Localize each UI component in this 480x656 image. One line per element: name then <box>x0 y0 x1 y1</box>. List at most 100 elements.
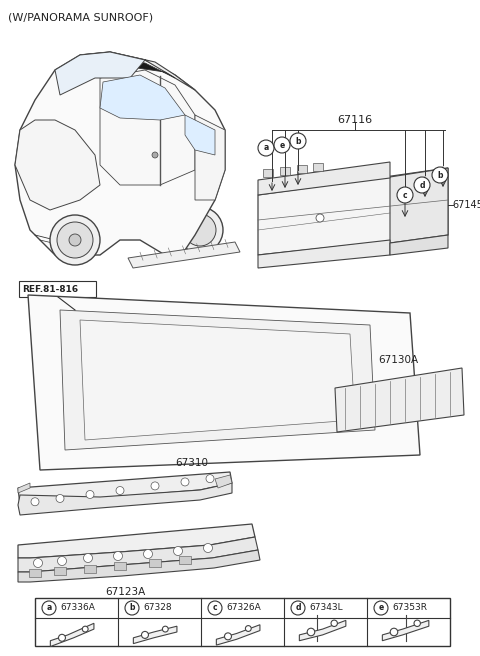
Polygon shape <box>263 169 273 177</box>
Text: e: e <box>378 604 384 613</box>
Polygon shape <box>258 168 448 255</box>
FancyBboxPatch shape <box>19 281 96 297</box>
Circle shape <box>225 633 231 640</box>
Circle shape <box>173 546 182 556</box>
Circle shape <box>56 495 64 502</box>
Circle shape <box>258 140 274 156</box>
Circle shape <box>331 620 337 626</box>
Polygon shape <box>258 162 390 195</box>
Circle shape <box>245 626 251 632</box>
Circle shape <box>208 601 222 615</box>
Text: 67336A: 67336A <box>60 604 95 613</box>
Circle shape <box>59 634 65 642</box>
Text: 67310: 67310 <box>175 458 208 468</box>
Circle shape <box>82 626 88 632</box>
Circle shape <box>204 544 213 552</box>
Polygon shape <box>15 120 100 210</box>
Polygon shape <box>18 537 258 572</box>
Circle shape <box>31 498 39 506</box>
Polygon shape <box>215 475 232 488</box>
Polygon shape <box>216 625 260 645</box>
Bar <box>35 598 450 646</box>
Circle shape <box>307 628 315 636</box>
Circle shape <box>206 475 214 483</box>
Polygon shape <box>195 115 225 200</box>
Text: b: b <box>437 171 443 180</box>
Circle shape <box>177 207 223 253</box>
Circle shape <box>374 601 388 615</box>
Circle shape <box>84 554 93 562</box>
Text: e: e <box>279 140 285 150</box>
Circle shape <box>144 550 153 558</box>
Circle shape <box>162 626 168 632</box>
Polygon shape <box>185 115 215 155</box>
Polygon shape <box>280 167 290 175</box>
Circle shape <box>181 478 189 486</box>
Polygon shape <box>54 567 66 575</box>
Polygon shape <box>383 621 429 641</box>
Circle shape <box>316 214 324 222</box>
Text: 67328: 67328 <box>143 604 172 613</box>
Circle shape <box>151 482 159 490</box>
Polygon shape <box>149 559 161 567</box>
Circle shape <box>390 628 398 636</box>
Polygon shape <box>390 235 448 255</box>
Text: (W/PANORAMA SUNROOF): (W/PANORAMA SUNROOF) <box>8 12 153 22</box>
Polygon shape <box>114 562 126 570</box>
Text: 67326A: 67326A <box>226 604 261 613</box>
Circle shape <box>86 491 94 499</box>
Polygon shape <box>297 165 307 173</box>
Polygon shape <box>29 569 41 577</box>
Polygon shape <box>80 320 355 440</box>
Polygon shape <box>128 242 240 268</box>
Polygon shape <box>15 52 225 255</box>
Circle shape <box>414 177 430 193</box>
Circle shape <box>184 214 216 246</box>
Circle shape <box>50 215 100 265</box>
Text: a: a <box>264 144 269 152</box>
Text: 67130A: 67130A <box>378 355 418 365</box>
Polygon shape <box>18 483 30 493</box>
Text: 67353R: 67353R <box>392 604 427 613</box>
Polygon shape <box>18 483 232 515</box>
Text: c: c <box>213 604 217 613</box>
Text: REF.81-816: REF.81-816 <box>22 285 78 294</box>
Polygon shape <box>28 295 420 470</box>
Text: c: c <box>403 190 408 199</box>
Polygon shape <box>179 556 191 564</box>
Circle shape <box>116 487 124 495</box>
Circle shape <box>142 632 148 638</box>
Polygon shape <box>84 565 96 573</box>
Text: 67123A: 67123A <box>105 587 145 597</box>
Text: a: a <box>47 604 52 613</box>
Polygon shape <box>90 58 175 78</box>
Polygon shape <box>258 240 390 268</box>
Circle shape <box>125 601 139 615</box>
Polygon shape <box>100 75 185 120</box>
Circle shape <box>113 552 122 560</box>
Circle shape <box>34 558 43 567</box>
Circle shape <box>291 601 305 615</box>
Polygon shape <box>313 163 323 171</box>
Polygon shape <box>300 621 346 641</box>
Text: d: d <box>419 180 425 190</box>
Circle shape <box>57 222 93 258</box>
Polygon shape <box>390 168 448 243</box>
Text: 67343L: 67343L <box>309 604 343 613</box>
Circle shape <box>42 601 56 615</box>
Text: b: b <box>295 136 301 146</box>
Polygon shape <box>18 472 232 505</box>
Circle shape <box>58 556 67 565</box>
Polygon shape <box>60 310 375 450</box>
Polygon shape <box>133 626 177 644</box>
Text: 67116: 67116 <box>337 115 372 125</box>
Polygon shape <box>18 550 260 582</box>
Circle shape <box>290 133 306 149</box>
Text: d: d <box>295 604 301 613</box>
Circle shape <box>432 167 448 183</box>
Polygon shape <box>55 52 145 95</box>
Text: b: b <box>129 604 135 613</box>
Polygon shape <box>100 70 195 185</box>
Circle shape <box>152 152 158 158</box>
Polygon shape <box>80 52 195 90</box>
